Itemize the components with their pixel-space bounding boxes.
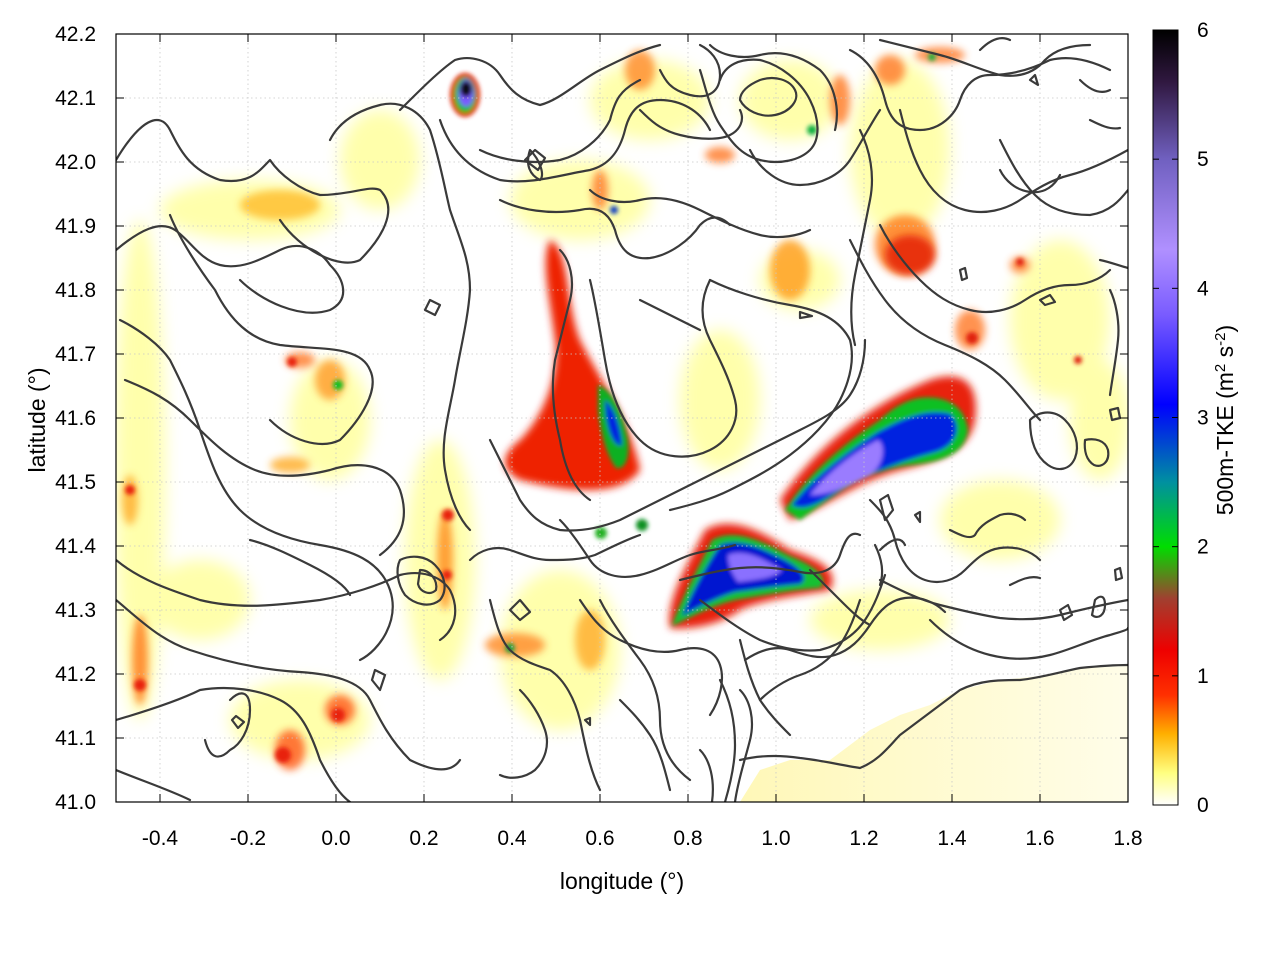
colorbar-tick-label: 1 bbox=[1197, 665, 1209, 688]
colorbar-tick-label: 4 bbox=[1197, 277, 1209, 300]
x-tick-label: 1.4 bbox=[937, 827, 967, 850]
y-tick-label: 42.2 bbox=[55, 23, 96, 46]
colorbar-tick-label: 6 bbox=[1197, 19, 1209, 42]
colorbar-label-mid: s bbox=[1212, 346, 1238, 364]
colorbar-label: 500m-TKE (m2 s-2) bbox=[1212, 325, 1239, 515]
colorbar-tick-label: 2 bbox=[1197, 536, 1209, 559]
colorbar-tick-label: 5 bbox=[1197, 148, 1209, 171]
x-tick-labels: -0.4 -0.2 0.0 0.2 0.4 0.6 0.8 1.0 1.2 1.4 1.6 1.8 bbox=[142, 827, 1143, 850]
x-tick-label: -0.2 bbox=[230, 827, 266, 850]
y-tick-label: 41.7 bbox=[55, 343, 96, 366]
x-tick-label: 1.6 bbox=[1025, 827, 1054, 850]
colorbar-tick-label: 3 bbox=[1197, 407, 1209, 430]
peak-hotspot bbox=[450, 73, 480, 117]
y-tick-label: 42.0 bbox=[55, 151, 96, 174]
y-tick-labels: 41.0 41.1 41.2 41.3 41.4 41.5 41.6 41.7 41.8 41.9… bbox=[55, 23, 96, 814]
colorbar-tick-label: 0 bbox=[1197, 794, 1209, 817]
x-tick-label: 1.2 bbox=[849, 827, 878, 850]
x-tick-label: 0.4 bbox=[497, 827, 527, 850]
y-tick-label: 42.1 bbox=[55, 87, 96, 110]
x-axis-title: longitude (°) bbox=[560, 868, 684, 894]
y-axis-title: latitude (°) bbox=[24, 367, 50, 472]
x-tick-label: 0.6 bbox=[585, 827, 614, 850]
y-tick-label: 41.0 bbox=[55, 791, 96, 814]
small-hotspots bbox=[125, 53, 1082, 763]
x-tick-label: 0.0 bbox=[321, 827, 350, 850]
x-tick-label: 1.8 bbox=[1113, 827, 1142, 850]
y-tick-label: 41.6 bbox=[55, 407, 96, 430]
x-tick-label: 0.2 bbox=[409, 827, 438, 850]
terrain-contours bbox=[116, 36, 1128, 802]
very-high-tke-cores bbox=[598, 385, 968, 626]
y-tick-label: 41.2 bbox=[55, 663, 96, 686]
x-tick-label: -0.4 bbox=[142, 827, 179, 850]
y-tick-label: 41.8 bbox=[55, 279, 96, 302]
colorbar-label-main: 500m-TKE (m bbox=[1212, 372, 1238, 515]
axis-ticks bbox=[116, 33, 1129, 803]
y-tick-label: 41.5 bbox=[55, 471, 96, 494]
colorbar-ticks: 0 1 2 3 4 5 6 bbox=[1153, 19, 1209, 817]
colorbar-label-sup2: -2 bbox=[1212, 332, 1229, 345]
x-tick-label: 0.8 bbox=[673, 827, 702, 850]
y-tick-label: 41.3 bbox=[55, 599, 96, 622]
colorbar-label-end: ) bbox=[1212, 325, 1238, 333]
y-tick-label: 41.1 bbox=[55, 727, 96, 750]
y-tick-label: 41.9 bbox=[55, 215, 96, 238]
sea-region bbox=[740, 666, 1128, 802]
colorbar-label-sup1: 2 bbox=[1212, 364, 1229, 372]
y-tick-label: 41.4 bbox=[55, 535, 96, 558]
x-tick-label: 1.0 bbox=[761, 827, 790, 850]
